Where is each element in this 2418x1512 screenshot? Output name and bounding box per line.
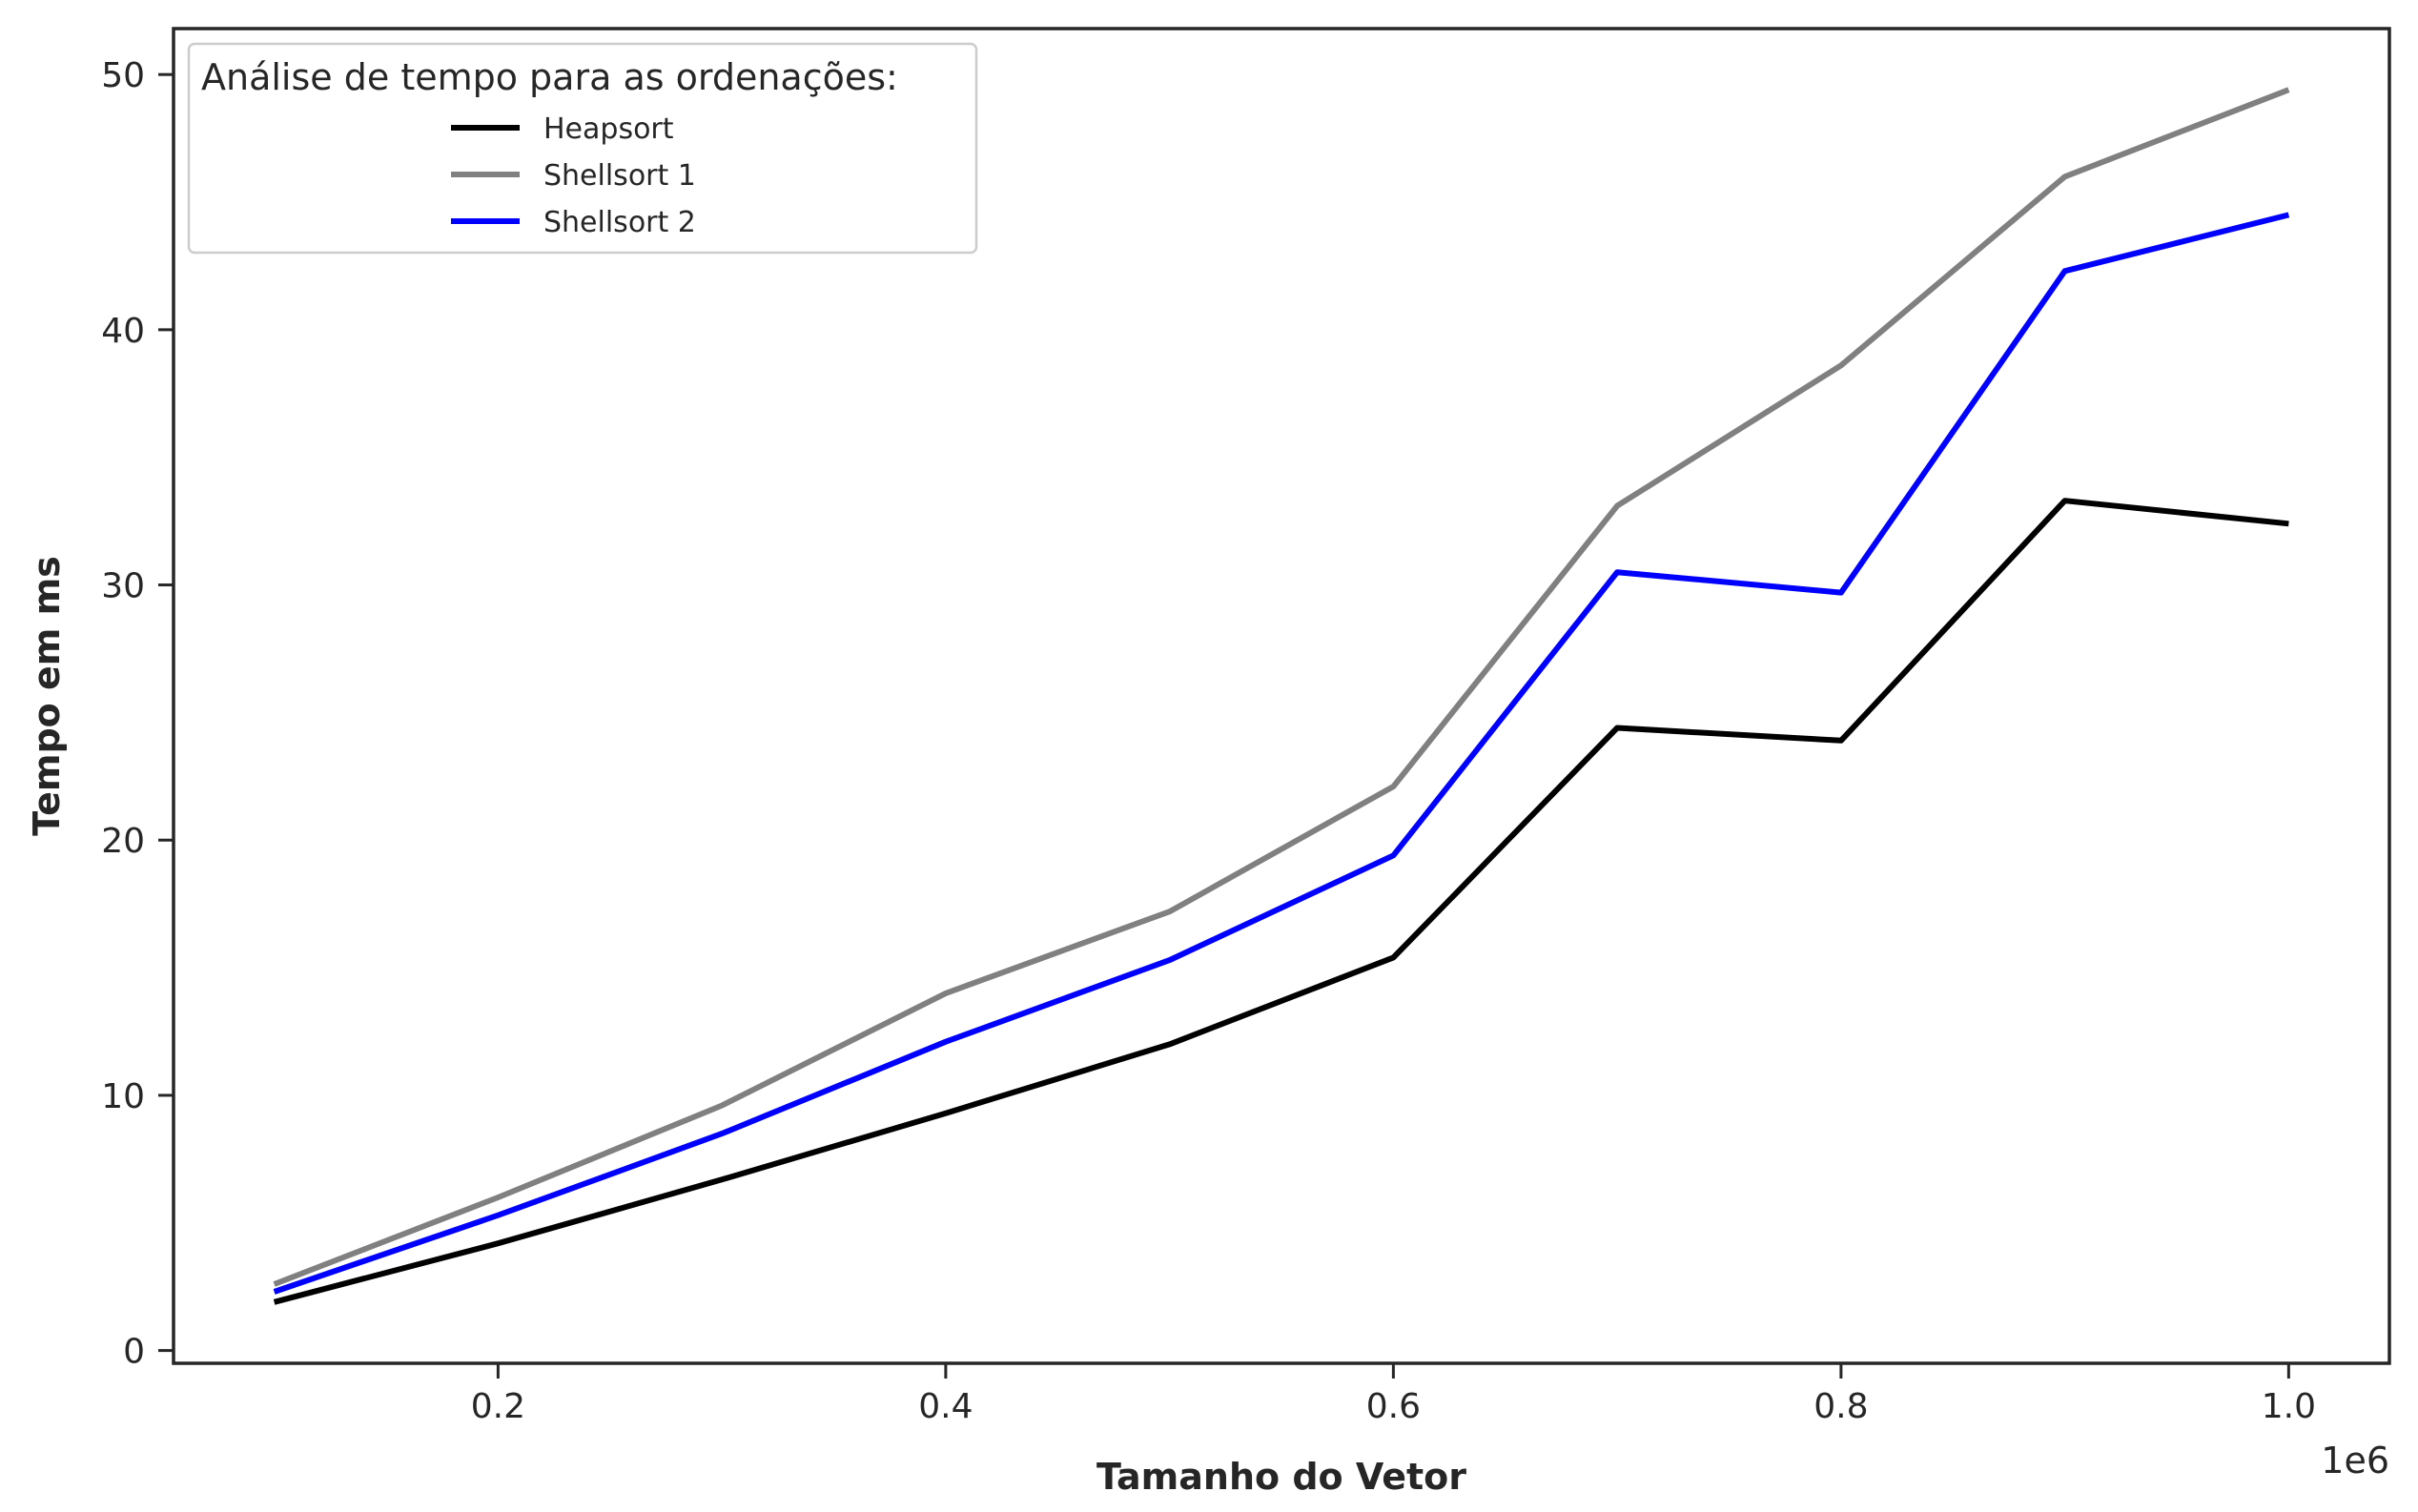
y-tick-label: 40 <box>101 312 145 351</box>
x-axis-ticks: 0.2 0.4 0.6 0.8 1.0 <box>471 1363 2316 1426</box>
y-tick-label: 50 <box>101 56 145 95</box>
legend-box <box>187 42 978 255</box>
y-axis-ticks: 0 10 20 30 40 50 <box>101 56 174 1372</box>
legend: Análise de tempo para as ordenações: Hea… <box>187 42 978 255</box>
x-tick-label: 0.8 <box>1814 1387 1868 1426</box>
x-axis-title: Tamanho do Vetor <box>1096 1456 1466 1498</box>
y-tick-label: 0 <box>123 1333 145 1372</box>
y-tick-label: 20 <box>101 822 145 861</box>
x-tick-label: 1.0 <box>2262 1387 2316 1426</box>
x-axis-offset-label: 1e6 <box>2321 1440 2389 1481</box>
y-tick-label: 30 <box>101 567 145 606</box>
series-line-2 <box>273 87 2290 1287</box>
legend-label-1: Heapsort <box>543 112 674 146</box>
plot-frame <box>172 27 2391 1365</box>
series-line-1 <box>273 498 2289 1305</box>
x-tick-label: 0.6 <box>1366 1387 1421 1426</box>
legend-label-2: Shellsort 1 <box>543 159 696 193</box>
x-tick-label: 0.2 <box>471 1387 525 1426</box>
legend-title: Análise de tempo para as ordenações: <box>201 56 898 98</box>
x-tick-label: 0.4 <box>918 1387 973 1426</box>
legend-label-3: Shellsort 2 <box>543 206 696 239</box>
y-axis-title: Tempo em ms <box>26 556 68 836</box>
series-layer <box>273 87 2290 1305</box>
y-tick-label: 10 <box>101 1077 145 1116</box>
legend-items: Heapsort Shellsort 1 Shellsort 2 <box>451 112 696 239</box>
series-line-3 <box>273 212 2290 1295</box>
